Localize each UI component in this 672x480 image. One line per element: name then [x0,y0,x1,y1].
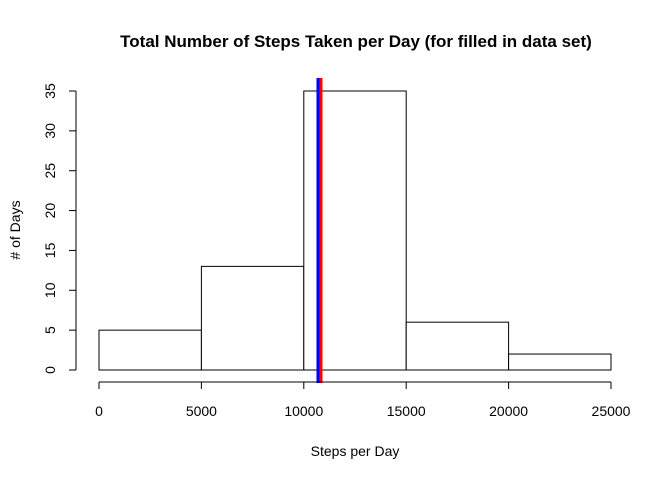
y-tick-label: 10 [42,282,58,298]
y-tick-label: 20 [42,203,58,219]
x-axis-label: Steps per Day [311,443,400,459]
histogram-bar-2 [200,265,305,371]
y-tick-label: 25 [42,163,58,179]
y-tick-label: 30 [42,123,58,139]
y-tick-label: 35 [42,83,58,99]
vertical-lines-layer [316,78,323,383]
x-tick-label: 0 [95,403,103,419]
bars-layer [98,90,612,371]
y-tick-label: 0 [42,366,58,374]
y-tick-label: 5 [42,326,58,334]
y-tick-label: 15 [42,242,58,258]
y-axis: 0 5 10 15 20 25 30 35 [42,83,77,374]
x-tick-label: 20000 [489,403,528,419]
x-axis: 0 5000 10000 15000 20000 25000 [95,381,631,419]
x-tick-label: 10000 [284,403,323,419]
x-tick-label: 25000 [592,403,631,419]
histogram-bar-1 [98,329,202,371]
histogram-bar-5 [508,353,612,371]
x-tick-label: 15000 [387,403,426,419]
histogram-bar-4 [405,321,510,371]
y-axis-label: # of Days [7,200,23,259]
chart-title: Total Number of Steps Taken per Day (for… [120,32,592,51]
x-tick-label: 5000 [186,403,217,419]
